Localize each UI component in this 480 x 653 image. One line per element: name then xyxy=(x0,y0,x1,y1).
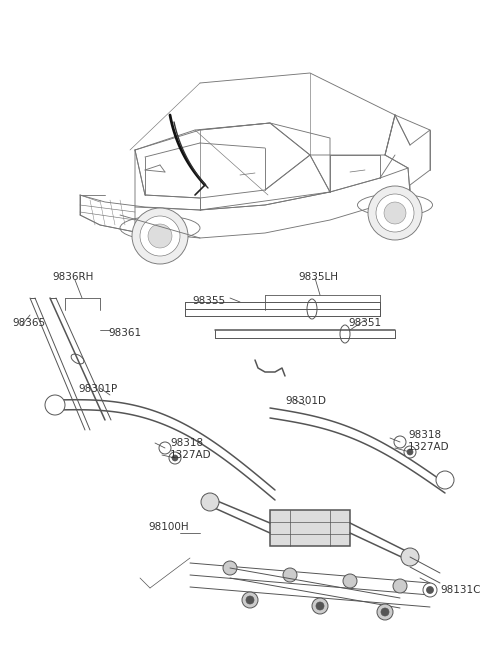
Text: 98318: 98318 xyxy=(408,430,441,440)
Ellipse shape xyxy=(307,299,317,319)
Circle shape xyxy=(140,216,180,256)
Text: 98318: 98318 xyxy=(170,438,203,448)
Circle shape xyxy=(172,455,178,461)
Circle shape xyxy=(45,395,65,415)
Circle shape xyxy=(169,452,181,464)
Circle shape xyxy=(393,579,407,593)
Circle shape xyxy=(377,604,393,620)
Text: 1327AD: 1327AD xyxy=(170,450,212,460)
Circle shape xyxy=(223,561,237,575)
Ellipse shape xyxy=(340,325,350,343)
Text: 98100H: 98100H xyxy=(148,522,189,532)
Text: 9836RH: 9836RH xyxy=(52,272,94,282)
Circle shape xyxy=(404,446,416,458)
Text: 98365: 98365 xyxy=(12,318,45,328)
Circle shape xyxy=(201,493,219,511)
Circle shape xyxy=(246,596,254,604)
Text: 98301D: 98301D xyxy=(285,396,326,406)
Ellipse shape xyxy=(358,194,432,216)
Circle shape xyxy=(427,586,433,594)
Circle shape xyxy=(132,208,188,264)
Polygon shape xyxy=(270,510,350,546)
Circle shape xyxy=(368,186,422,240)
Circle shape xyxy=(316,602,324,610)
Text: 1327AD: 1327AD xyxy=(408,442,450,452)
Circle shape xyxy=(384,202,406,224)
Ellipse shape xyxy=(71,354,84,364)
Circle shape xyxy=(381,608,389,616)
Circle shape xyxy=(376,194,414,232)
Circle shape xyxy=(407,449,413,455)
Circle shape xyxy=(343,574,357,588)
Text: 98361: 98361 xyxy=(108,328,141,338)
Circle shape xyxy=(394,436,406,448)
Circle shape xyxy=(423,583,437,597)
Text: 98131C: 98131C xyxy=(440,585,480,595)
Text: 98355: 98355 xyxy=(192,296,225,306)
Circle shape xyxy=(148,224,172,248)
Text: 98351: 98351 xyxy=(348,318,381,328)
Ellipse shape xyxy=(120,216,200,240)
Circle shape xyxy=(283,568,297,582)
Circle shape xyxy=(436,471,454,489)
Circle shape xyxy=(312,598,328,614)
Text: 9835LH: 9835LH xyxy=(298,272,338,282)
Circle shape xyxy=(159,442,171,454)
Text: 98301P: 98301P xyxy=(78,384,117,394)
Circle shape xyxy=(401,548,419,566)
Circle shape xyxy=(242,592,258,608)
